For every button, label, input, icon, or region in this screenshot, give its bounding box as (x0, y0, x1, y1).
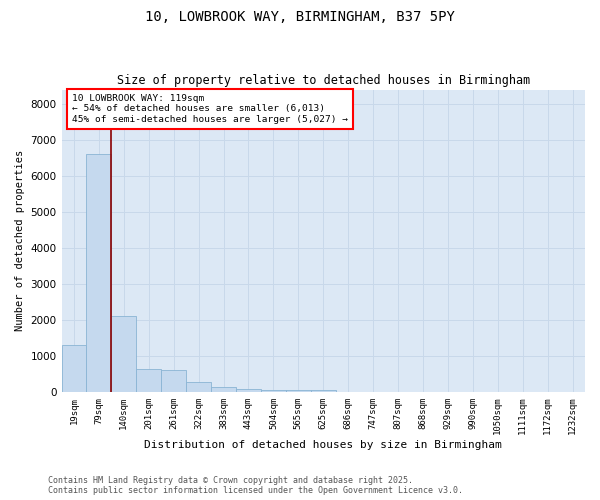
Bar (136, 368, 161, 392)
Bar (86, 154, 112, 392)
Bar (261, 390, 286, 392)
Bar (62, 345, 86, 392)
Bar (186, 382, 211, 392)
Bar (311, 390, 336, 392)
Text: Contains HM Land Registry data © Crown copyright and database right 2025.
Contai: Contains HM Land Registry data © Crown c… (48, 476, 463, 495)
X-axis label: Distribution of detached houses by size in Birmingham: Distribution of detached houses by size … (145, 440, 502, 450)
Bar (211, 387, 236, 392)
Y-axis label: Number of detached properties: Number of detached properties (15, 150, 25, 332)
Bar (161, 370, 186, 392)
Text: 10, LOWBROOK WAY, BIRMINGHAM, B37 5PY: 10, LOWBROOK WAY, BIRMINGHAM, B37 5PY (145, 10, 455, 24)
Bar (112, 316, 136, 392)
Title: Size of property relative to detached houses in Birmingham: Size of property relative to detached ho… (116, 74, 530, 87)
Text: 10 LOWBROOK WAY: 119sqm
← 54% of detached houses are smaller (6,013)
45% of semi: 10 LOWBROOK WAY: 119sqm ← 54% of detache… (72, 94, 348, 124)
Bar (286, 390, 311, 392)
Bar (236, 388, 261, 392)
